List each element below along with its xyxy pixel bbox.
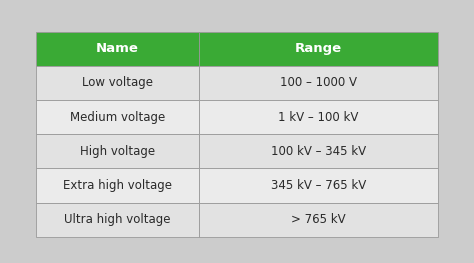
Text: High voltage: High voltage [80,145,155,158]
Text: 345 kV – 765 kV: 345 kV – 765 kV [271,179,366,192]
Text: Ultra high voltage: Ultra high voltage [64,213,170,226]
Bar [199,168,438,203]
Bar [36,100,199,134]
Text: Low voltage: Low voltage [82,76,153,89]
Bar [36,203,199,237]
Text: Range: Range [295,42,342,55]
Text: 100 kV – 345 kV: 100 kV – 345 kV [271,145,366,158]
Bar [199,32,438,66]
Bar [199,203,438,237]
Bar [199,66,438,100]
Bar [36,32,199,66]
Text: Medium voltage: Medium voltage [70,110,165,124]
Text: 100 – 1000 V: 100 – 1000 V [280,76,357,89]
Text: 1 kV – 100 kV: 1 kV – 100 kV [278,110,359,124]
Bar [199,134,438,168]
Text: > 765 kV: > 765 kV [292,213,346,226]
Bar [36,66,199,100]
Bar [199,100,438,134]
Bar [36,134,199,168]
Text: Extra high voltage: Extra high voltage [63,179,172,192]
Text: Name: Name [96,42,138,55]
Bar [36,168,199,203]
